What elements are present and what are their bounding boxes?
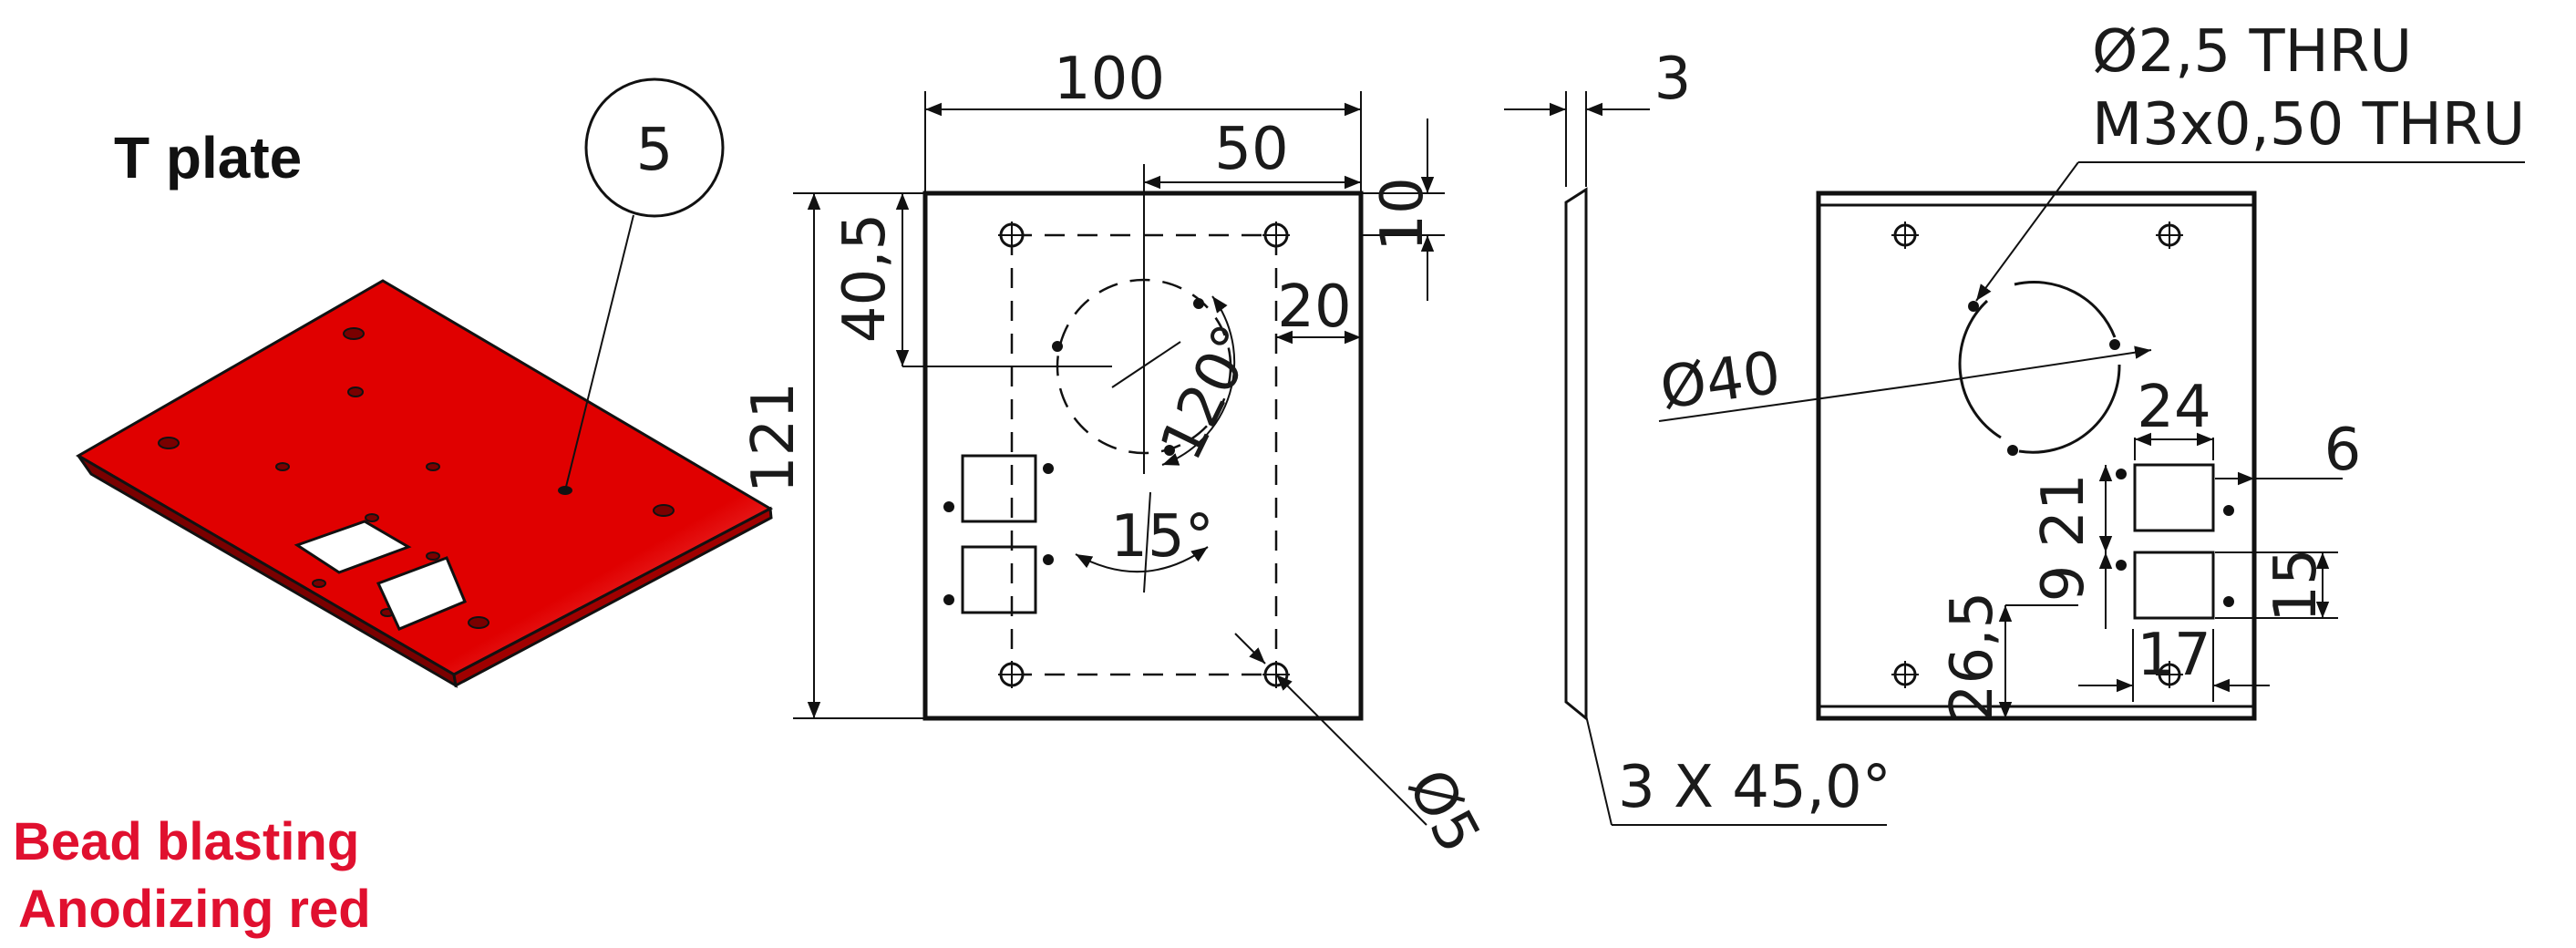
iso-hole	[365, 513, 379, 522]
thickness-label: 3	[1654, 46, 1692, 113]
small-hole	[1193, 298, 1204, 309]
spacing-label: 15	[2262, 548, 2330, 622]
dim-height-label: 121	[740, 382, 808, 493]
chamfer-leader	[1585, 715, 1613, 826]
angle-arc-15	[1075, 546, 1209, 573]
hole-note-1: Ø2,5 THRU	[2092, 18, 2412, 86]
cutout-lower	[961, 545, 1037, 614]
cutout-upper	[961, 454, 1037, 523]
finish-note-1: Bead blasting	[13, 812, 359, 871]
dim-center-offset-label: 40,5	[831, 213, 899, 344]
iso-hole	[158, 437, 180, 449]
hole-dia-label: Ø5	[1394, 759, 1492, 864]
iso-hole	[275, 462, 290, 471]
side-profile	[1564, 187, 1588, 722]
dim-top-offset-label: 10	[1369, 177, 1437, 251]
dim-half-width-label: 50	[1214, 116, 1288, 183]
isometric-view: T plate 5	[76, 77, 774, 688]
item-balloon	[584, 77, 725, 218]
dim-right-offset-label: 20	[1277, 273, 1351, 341]
right-cutout-lower	[2133, 551, 2215, 620]
dia-leader	[1275, 674, 1427, 826]
chamfer-label: 3 X 45,0°	[1618, 754, 1891, 821]
angle-arc-120	[1161, 295, 1236, 466]
side-offset-label: 6	[2324, 417, 2362, 484]
iso-hole	[426, 462, 440, 471]
iso-hole	[343, 327, 365, 340]
part-title: T plate	[114, 125, 302, 191]
small-hole	[1052, 341, 1063, 352]
dia-40-leader	[1932, 345, 2152, 384]
right-view: Ø2,5 THRU M3x0,50 THRU Ø40 24 6 21 9 15 …	[1656, 18, 2525, 721]
right-holes	[1891, 222, 2183, 688]
cutout-height-label: 21	[2030, 473, 2097, 547]
hole-note-2: M3x0,50 THRU	[2092, 91, 2525, 159]
pitch-label: 17	[2137, 622, 2210, 689]
iso-holes	[158, 327, 675, 629]
hole-callout-leader	[1975, 161, 2079, 302]
iso-hole	[468, 616, 489, 629]
iso-hole	[653, 504, 675, 517]
bottom-offset-label: 26,5	[1939, 592, 2006, 722]
iso-cutout	[376, 556, 467, 631]
front-view: 100 50 121 40,5 10 20 120° 15° Ø5	[740, 46, 1493, 864]
finish-note-2: Anodizing red	[18, 880, 371, 939]
side-view: 3 3 X 45,0°	[1504, 46, 1891, 826]
angle-a-label: 120°	[1148, 314, 1270, 470]
iso-cutout	[294, 520, 412, 574]
cutout-width-label: 24	[2137, 374, 2210, 441]
right-outline	[1816, 191, 2257, 721]
angle-b-label: 15°	[1110, 503, 1213, 571]
iso-hole	[312, 579, 326, 588]
gap-label: 9	[2030, 565, 2097, 603]
right-cutout-upper	[2133, 463, 2215, 532]
iso-hole	[347, 386, 364, 397]
balloon-number: 5	[636, 117, 674, 184]
dim-width-label: 100	[1054, 46, 1165, 113]
dia-40-label: Ø40	[1656, 339, 1785, 423]
balloon-leader	[564, 214, 634, 491]
iso-hole	[426, 551, 440, 561]
plate-edge-right	[452, 506, 773, 688]
center-cross	[1111, 341, 1181, 388]
